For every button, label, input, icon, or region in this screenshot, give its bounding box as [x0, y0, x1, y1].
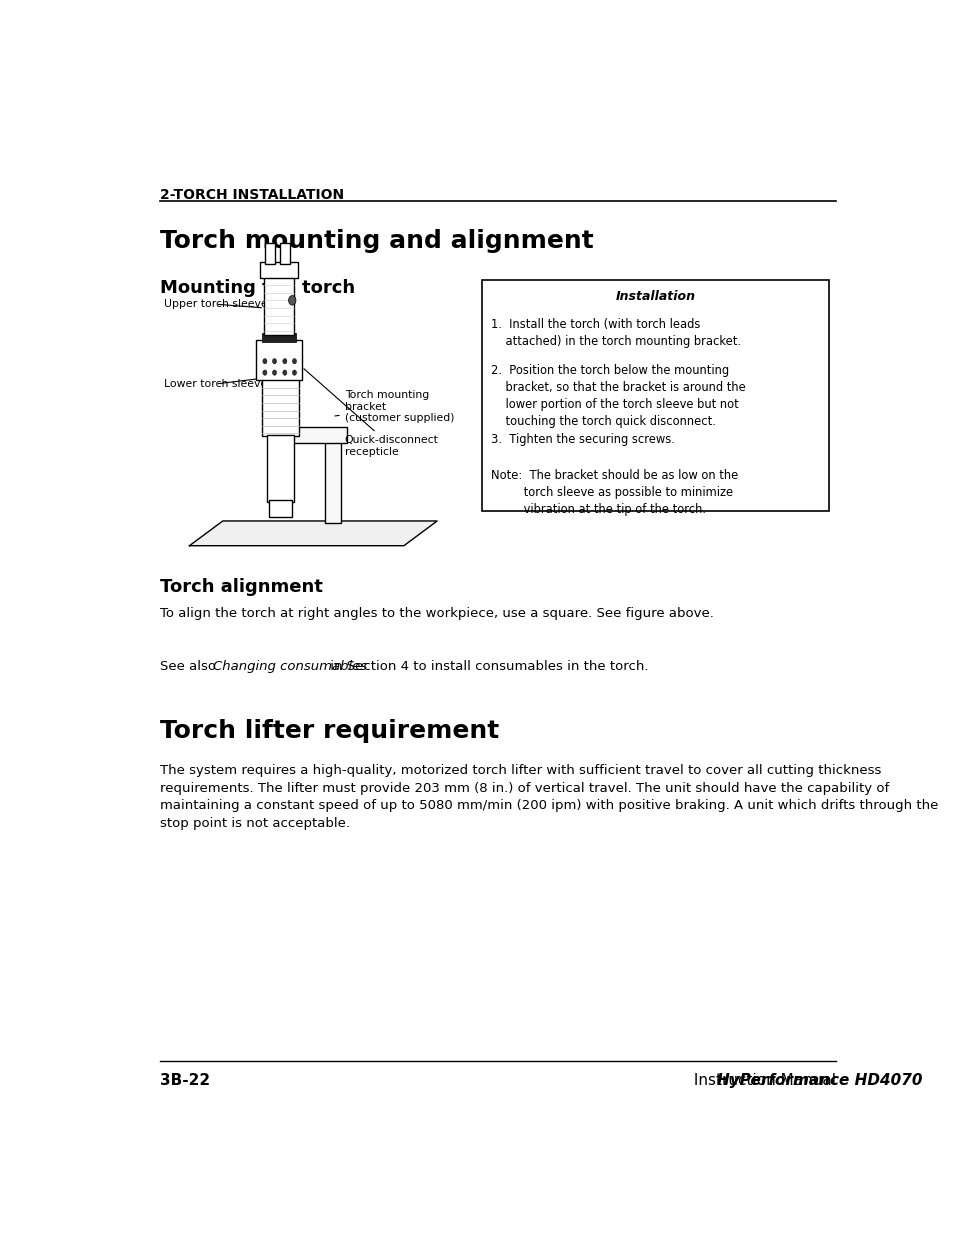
Circle shape	[288, 295, 295, 305]
Circle shape	[273, 358, 276, 364]
Circle shape	[282, 358, 287, 364]
Circle shape	[282, 370, 287, 375]
Text: Mounting the torch: Mounting the torch	[160, 279, 355, 298]
Text: Quick-disconnect
recepticle: Quick-disconnect recepticle	[304, 369, 438, 457]
Text: Installation: Installation	[615, 290, 695, 303]
Text: To align the torch at right angles to the workpiece, use a square. See figure ab: To align the torch at right angles to th…	[160, 606, 713, 620]
Text: Note:  The bracket should be as low on the
         torch sleeve as possible to : Note: The bracket should be as low on th…	[491, 468, 738, 516]
Text: Changing consumables: Changing consumables	[213, 659, 367, 673]
Bar	[269, 500, 292, 517]
Text: 2.  Position the torch below the mounting
    bracket, so that the bracket is ar: 2. Position the torch below the mounting…	[491, 364, 745, 429]
Bar	[267, 436, 294, 501]
Text: See also: See also	[160, 659, 220, 673]
Text: 1.  Install the torch (with torch leads
    attached) in the torch mounting brac: 1. Install the torch (with torch leads a…	[491, 319, 740, 348]
Text: The system requires a high-quality, motorized torch lifter with sufficient trave: The system requires a high-quality, moto…	[160, 764, 938, 830]
Text: Torch alignment: Torch alignment	[160, 578, 322, 597]
Circle shape	[263, 370, 267, 375]
Text: in Section 4 to install consumables in the torch.: in Section 4 to install consumables in t…	[326, 659, 648, 673]
Bar	[280, 243, 290, 264]
Circle shape	[273, 370, 276, 375]
Text: Instruction Manual: Instruction Manual	[689, 1072, 836, 1088]
Bar	[262, 332, 295, 342]
Bar	[265, 243, 274, 264]
Bar	[324, 436, 341, 522]
Bar	[280, 427, 347, 443]
Text: Torch mounting and alignment: Torch mounting and alignment	[160, 228, 593, 253]
Polygon shape	[190, 521, 436, 546]
Text: 3.  Tighten the securing screws.: 3. Tighten the securing screws.	[491, 432, 675, 446]
Text: Torch mounting
bracket
(customer supplied): Torch mounting bracket (customer supplie…	[335, 390, 454, 424]
Bar	[264, 275, 294, 335]
Circle shape	[293, 358, 296, 364]
Text: 3B-22: 3B-22	[160, 1072, 210, 1088]
Text: Upper torch sleeve: Upper torch sleeve	[164, 299, 267, 309]
Circle shape	[293, 370, 296, 375]
Bar	[255, 341, 301, 380]
Bar	[259, 262, 298, 278]
Text: 2-TORCH INSTALLATION: 2-TORCH INSTALLATION	[160, 188, 344, 203]
Text: Lower torch sleeve: Lower torch sleeve	[164, 379, 267, 389]
Text: HyPerformance HD4070: HyPerformance HD4070	[717, 1072, 922, 1088]
Bar	[262, 379, 298, 436]
Circle shape	[263, 358, 267, 364]
Text: Torch lifter requirement: Torch lifter requirement	[160, 719, 498, 742]
Bar	[481, 280, 828, 511]
